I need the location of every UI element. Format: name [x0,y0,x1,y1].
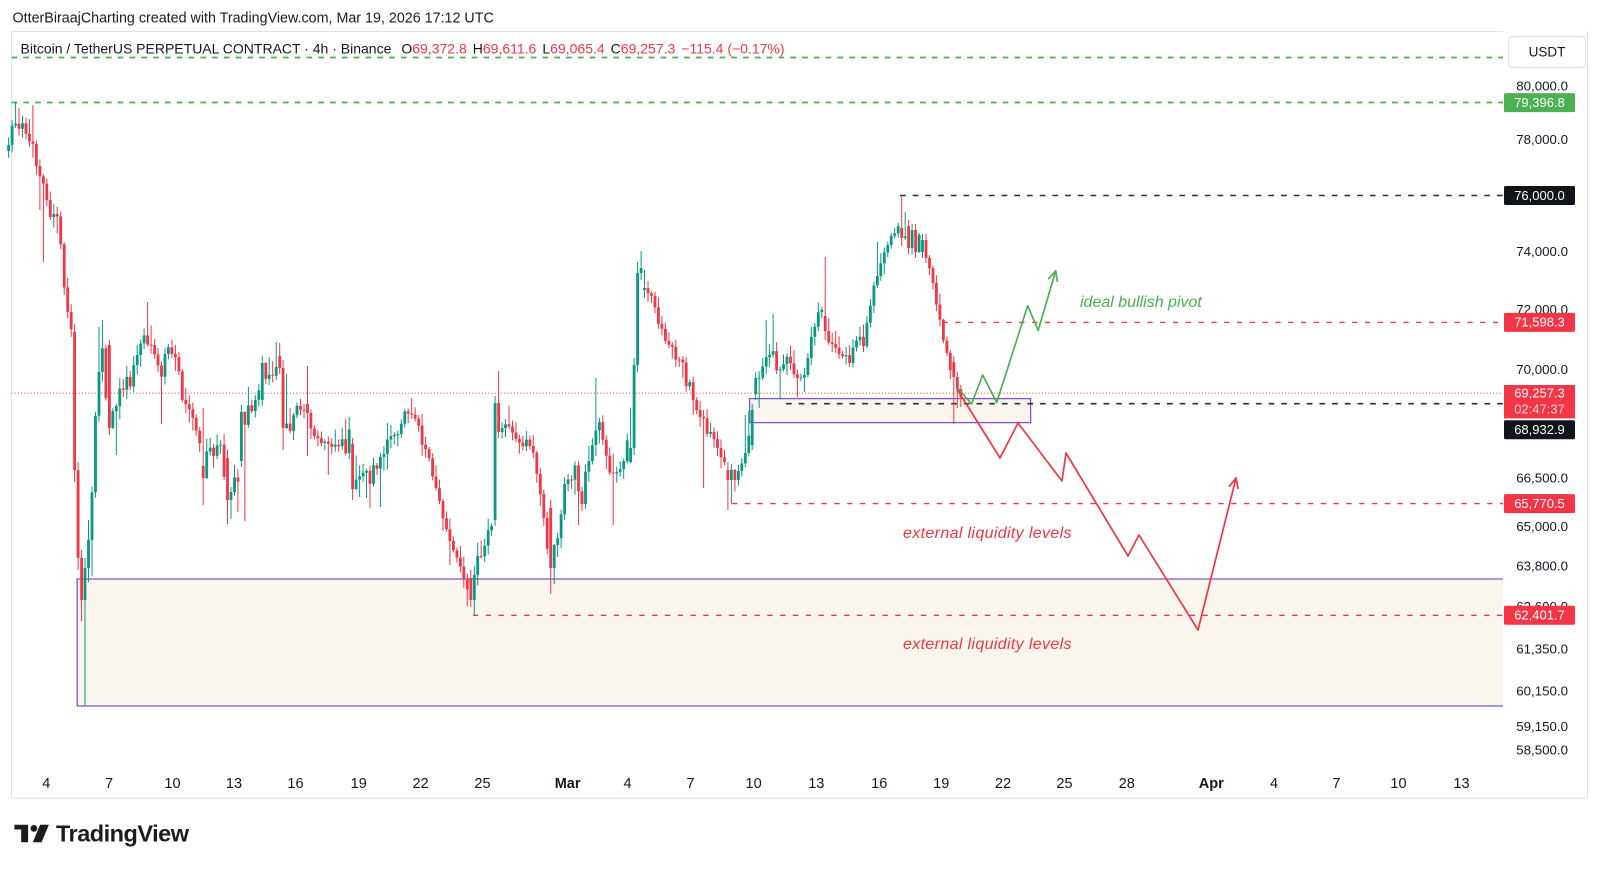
svg-text:10: 10 [1390,776,1406,792]
svg-text:Mar: Mar [555,776,581,792]
svg-text:13: 13 [1453,776,1469,792]
svg-text:68,932.9: 68,932.9 [1514,422,1565,437]
svg-text:78,000.0: 78,000.0 [1516,132,1568,147]
svg-text:USDT: USDT [1529,45,1566,60]
svg-text:Bitcoin / TetherUS PERPETUAL C: Bitcoin / TetherUS PERPETUAL CONTRACT · … [21,41,785,57]
svg-text:16: 16 [287,776,303,792]
svg-text:19: 19 [351,776,367,792]
svg-text:10: 10 [746,776,762,792]
svg-text:60,150.0: 60,150.0 [1516,684,1568,699]
svg-text:61,350.0: 61,350.0 [1516,642,1568,657]
svg-text:Apr: Apr [1199,776,1224,792]
svg-text:10: 10 [164,776,180,792]
svg-text:external liquidity levels: external liquidity levels [903,525,1072,542]
svg-text:4: 4 [624,776,632,792]
svg-text:66,500.0: 66,500.0 [1516,471,1568,486]
svg-text:02:47:37: 02:47:37 [1514,402,1565,417]
svg-text:7: 7 [1332,776,1340,792]
svg-text:58,500.0: 58,500.0 [1516,743,1568,758]
svg-text:25: 25 [1056,776,1072,792]
svg-text:4: 4 [42,776,50,792]
svg-text:13: 13 [226,776,242,792]
svg-text:71,598.3: 71,598.3 [1514,315,1565,330]
svg-text:59,150.0: 59,150.0 [1516,719,1568,734]
svg-text:4: 4 [1270,776,1278,792]
svg-text:76,000.0: 76,000.0 [1514,188,1565,203]
svg-text:16: 16 [871,776,887,792]
svg-text:13: 13 [808,776,824,792]
svg-text:ideal bullish pivot: ideal bullish pivot [1080,294,1202,311]
svg-text:63,800.0: 63,800.0 [1516,559,1568,574]
svg-text:19: 19 [933,776,949,792]
svg-text:74,000.0: 74,000.0 [1516,244,1568,259]
svg-text:7: 7 [105,776,113,792]
svg-text:22: 22 [413,776,429,792]
svg-text:7: 7 [687,776,695,792]
svg-text:28: 28 [1119,776,1135,792]
svg-text:22: 22 [995,776,1011,792]
svg-text:65,770.5: 65,770.5 [1514,496,1565,511]
svg-text:79,396.8: 79,396.8 [1514,95,1565,110]
svg-text:OtterBiraajCharting created wi: OtterBiraajCharting created with Trading… [13,11,494,27]
svg-text:62,401.7: 62,401.7 [1514,608,1565,623]
svg-text:TradingView: TradingView [56,821,190,847]
svg-text:25: 25 [474,776,490,792]
svg-text:70,000.0: 70,000.0 [1516,362,1568,377]
svg-text:80,000.0: 80,000.0 [1516,79,1568,94]
svg-text:69,257.3: 69,257.3 [1514,386,1565,401]
svg-text:external liquidity levels: external liquidity levels [903,636,1072,653]
svg-text:65,000.0: 65,000.0 [1516,519,1568,534]
